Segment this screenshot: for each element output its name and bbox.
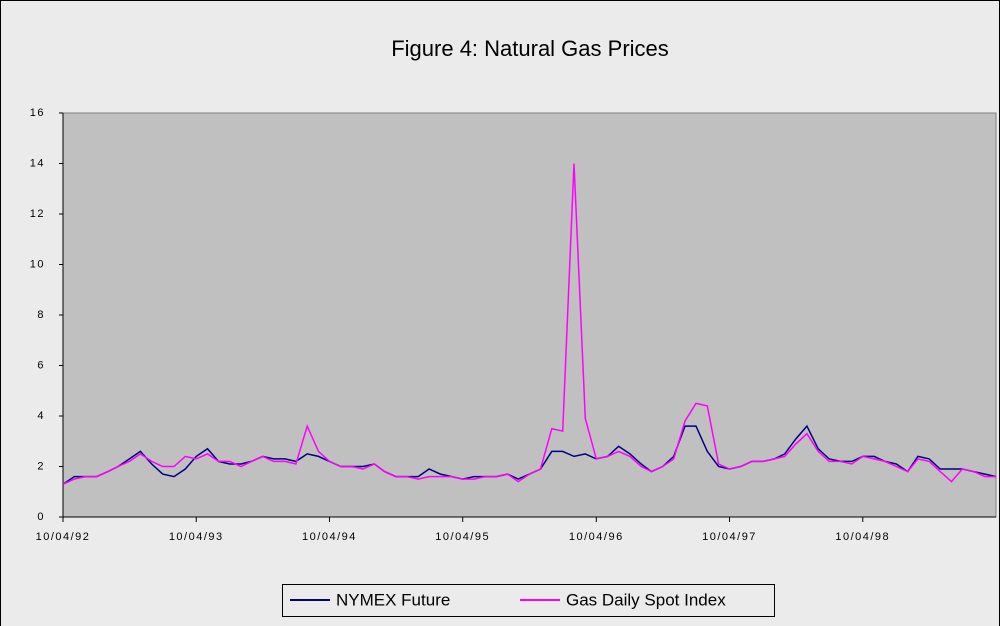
y-tick-label: 8 bbox=[37, 309, 45, 321]
x-tick-label: 10/04/95 bbox=[435, 531, 490, 543]
x-tick-label: 10/04/94 bbox=[302, 531, 357, 543]
y-tick-label: 14 bbox=[30, 157, 45, 169]
x-tick-label: 10/04/97 bbox=[702, 531, 757, 543]
series-line bbox=[62, 163, 996, 485]
y-tick-label: 12 bbox=[30, 208, 45, 220]
x-tick-label: 10/04/98 bbox=[835, 531, 890, 543]
plot-area bbox=[62, 112, 997, 518]
y-tick-label: 0 bbox=[37, 511, 45, 523]
y-tick-label: 16 bbox=[30, 107, 45, 119]
x-tick-label: 10/04/93 bbox=[169, 531, 224, 543]
y-tick-label: 4 bbox=[37, 410, 45, 422]
x-tick-label: 10/04/96 bbox=[569, 531, 624, 543]
legend-label: NYMEX Future bbox=[336, 590, 450, 609]
chart-title: Figure 4: Natural Gas Prices bbox=[391, 36, 669, 61]
y-tick-label: 6 bbox=[37, 359, 45, 371]
y-tick-label: 10 bbox=[30, 258, 45, 270]
legend-label: Gas Daily Spot Index bbox=[566, 590, 726, 609]
y-tick-label: 2 bbox=[37, 460, 45, 472]
x-tick-label: 10/04/92 bbox=[36, 531, 91, 543]
